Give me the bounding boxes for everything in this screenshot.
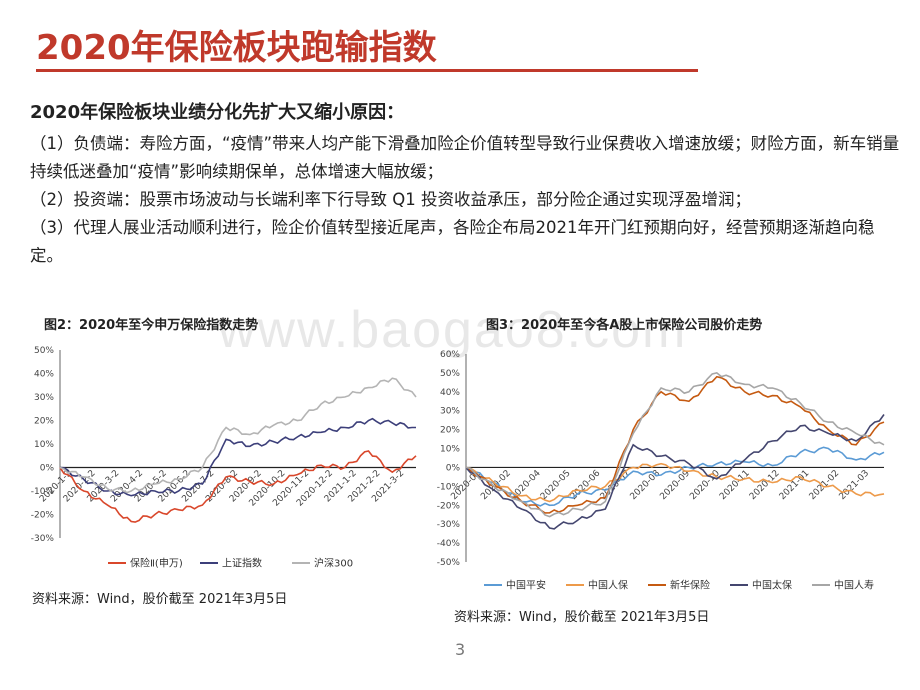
y-tick-label: 40%: [440, 388, 460, 398]
chart2-title: 图3：2020年至今各A股上市保险公司股价走势: [486, 318, 763, 333]
x-tick-label: 2021-02: [808, 469, 842, 503]
y-tick-label: 20%: [34, 417, 54, 427]
legend-label: 上证指数: [222, 557, 262, 570]
y-tick-label: 0%: [40, 464, 55, 474]
y-tick-label: 30%: [440, 407, 460, 417]
chart2-insurer-prices: 60% 50% 40% 30% 20% 10% 0% -10% -20% -30% -40% -50%…: [437, 350, 885, 592]
x-tick-label: 2021-01: [778, 469, 812, 503]
chart1-title: 图2：2020年至今申万保险指数走势: [44, 318, 259, 333]
chart1-insurance-index: 50%40%30%20%10%0%-10%-20%-30%2020-1-2202…: [31, 346, 417, 570]
y-tick-label: -10%: [437, 482, 461, 492]
y-tick-label: 10%: [440, 445, 460, 455]
legend-label: 中国人寿: [834, 579, 874, 592]
x-tick-label: 2021-03: [838, 469, 872, 503]
reason-paragraph-2: （2）投资端：股票市场波动与长端利率下行导致 Q1 投资收益承压，部分险企通过实…: [30, 190, 751, 209]
watermark: www.baogao8.com: [218, 301, 688, 359]
slide-title: 2020年保险板块跑输指数: [36, 28, 437, 68]
section-subheading: 2020年保险板块业绩分化先扩大又缩小原因：: [30, 102, 405, 123]
y-tick-label: -30%: [437, 520, 461, 530]
y-tick-label: -50%: [437, 558, 461, 568]
x-tick-label: 2020-12: [748, 469, 782, 503]
y-tick-label: -20%: [31, 511, 55, 521]
legend-label: 中国太保: [752, 579, 792, 592]
legend-label: 保险Ⅱ(申万): [130, 557, 183, 570]
y-tick-label: 30%: [34, 393, 54, 403]
series-line-2: [465, 462, 885, 503]
legend-label: 沪深300: [314, 557, 353, 570]
y-tick-label: -40%: [437, 539, 461, 549]
reasons-body: （1）负债端：寿险方面，“疫情”带来人均产能下滑叠加险企价值转型导致行业保费收入…: [30, 130, 900, 270]
y-tick-label: 50%: [34, 346, 54, 356]
y-tick-label: 60%: [440, 350, 460, 360]
page-number: 3: [455, 640, 466, 659]
title-underline: [36, 69, 698, 72]
y-tick-label: 50%: [440, 369, 460, 379]
reason-paragraph-3: （3）代理人展业活动顺利进行，险企价值转型接近尾声，各险企布局2021年开门红预…: [30, 218, 875, 265]
x-tick-label: 2020-11: [718, 469, 752, 503]
chart2-source: 资料来源：Wind，股价截至 2021年3月5日: [454, 610, 710, 625]
y-tick-label: 20%: [440, 426, 460, 436]
legend-label: 中国人保: [588, 579, 628, 592]
series-line-3: [59, 377, 417, 494]
series-line-5: [465, 372, 885, 518]
series-line-3: [465, 375, 885, 514]
y-tick-label: 10%: [34, 440, 54, 450]
reason-paragraph-1: （1）负债端：寿险方面，“疫情”带来人均产能下滑叠加险企价值转型导致行业保费收入…: [30, 134, 900, 181]
chart1-source: 资料来源：Wind，股价截至 2021年3月5日: [32, 592, 288, 607]
y-tick-label: -30%: [31, 534, 55, 544]
legend-label: 新华保险: [670, 579, 710, 592]
series-line-2: [59, 417, 416, 497]
y-tick-label: -20%: [437, 501, 461, 511]
legend-label: 中国平安: [506, 579, 546, 592]
y-tick-label: 40%: [34, 370, 54, 380]
series-line-4: [465, 414, 885, 530]
y-tick-label: -10%: [31, 487, 55, 497]
series-line-1: [59, 450, 417, 523]
y-tick-label: 0%: [446, 463, 461, 473]
